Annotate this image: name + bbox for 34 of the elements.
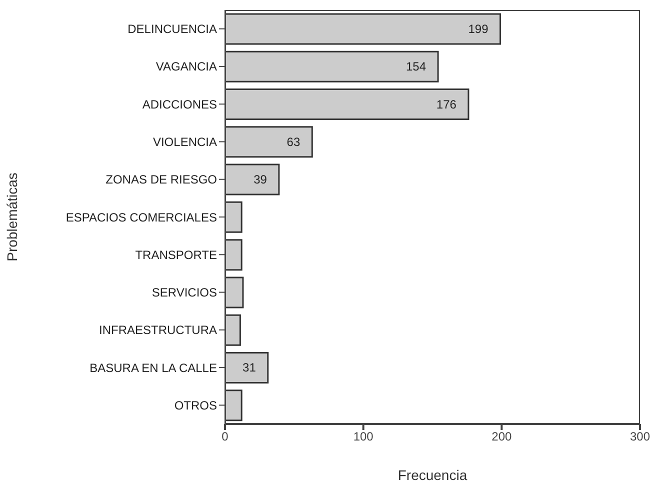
x-tick-label: 0 bbox=[222, 430, 229, 444]
bar bbox=[225, 88, 470, 120]
bar bbox=[225, 201, 242, 233]
data-label: 63 bbox=[286, 134, 300, 149]
data-label: 176 bbox=[436, 97, 457, 112]
bar bbox=[225, 314, 241, 346]
y-tick-label: VAGANCIA bbox=[156, 60, 217, 74]
data-label: 199 bbox=[468, 22, 489, 36]
y-tick-label: VIOLENCIA bbox=[152, 134, 217, 149]
y-tick-label: BASURA EN LA CALLE bbox=[90, 360, 217, 375]
bar bbox=[225, 352, 269, 384]
data-label: 154 bbox=[406, 60, 426, 74]
bar bbox=[225, 126, 313, 158]
x-tick-label: 200 bbox=[492, 430, 512, 444]
bar bbox=[225, 239, 242, 271]
y-axis-title: Problemáticas bbox=[4, 172, 20, 262]
data-label: 39 bbox=[254, 172, 268, 187]
x-axis-title: Frecuencia bbox=[398, 467, 468, 483]
y-tick-label: ZONAS DE RIESGO bbox=[106, 172, 217, 187]
data-label: 31 bbox=[242, 360, 256, 375]
bar bbox=[225, 276, 244, 308]
bar bbox=[225, 13, 502, 45]
x-tick-label: 100 bbox=[353, 430, 374, 444]
y-tick-label: TRANSPORTE bbox=[135, 248, 217, 262]
y-tick-label: DELINCUENCIA bbox=[128, 22, 217, 36]
bar bbox=[225, 164, 280, 196]
bar bbox=[225, 50, 439, 82]
y-tick-label: INFRAESTRUCTURA bbox=[98, 323, 217, 338]
bar bbox=[225, 390, 242, 422]
x-tick-label: 300 bbox=[630, 430, 650, 444]
y-tick-label: ESPACIOS COMERCIALES bbox=[66, 210, 217, 224]
y-tick-label: SERVICIOS bbox=[152, 286, 217, 300]
y-tick-label: OTROS bbox=[174, 398, 217, 412]
y-tick-label: ADICCIONES bbox=[142, 97, 217, 112]
